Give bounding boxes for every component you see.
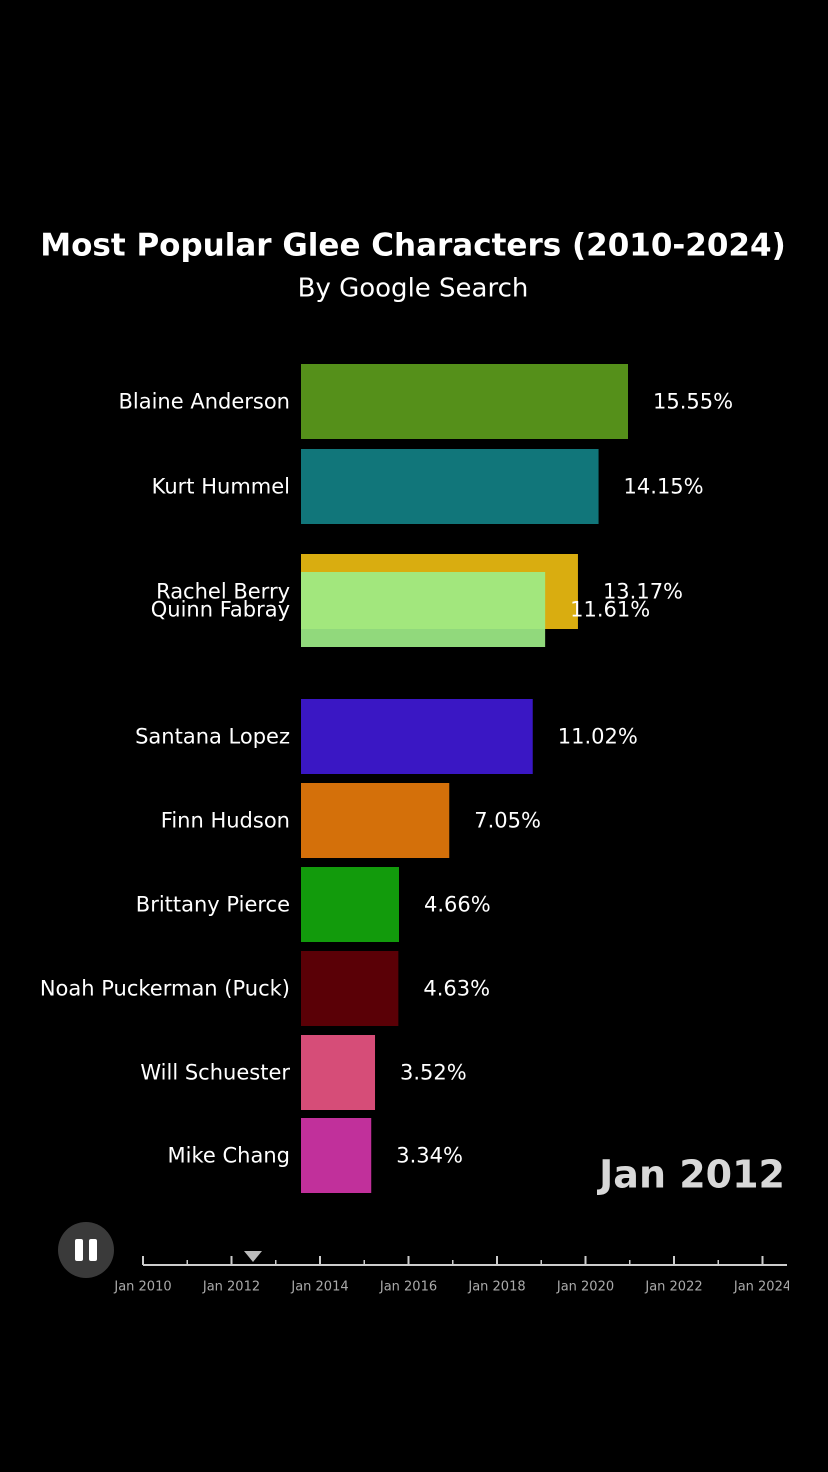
- category-label: Mike Chang: [168, 1144, 290, 1168]
- timeline-label: Jan 2012: [202, 1280, 260, 1295]
- bar: [301, 867, 399, 942]
- timeline-label: Jan 2024: [733, 1280, 791, 1295]
- bar: [301, 449, 599, 524]
- value-label: 14.15%: [624, 475, 704, 499]
- timeline-labels: Jan 2010 Jan 2012 Jan 2014 Jan 2016 Jan 2018…: [113, 1280, 791, 1295]
- bar: [301, 951, 399, 1026]
- bar: [301, 1035, 376, 1110]
- value-label: 3.52%: [400, 1061, 467, 1085]
- pause-bar[interactable]: [75, 1239, 83, 1261]
- timeline-marker[interactable]: [244, 1251, 262, 1262]
- value-label: 15.55%: [653, 390, 733, 414]
- bar: [301, 364, 628, 439]
- value-label: 13.17%: [603, 580, 683, 604]
- category-label: Noah Puckerman (Puck): [40, 977, 290, 1001]
- category-label: Kurt Hummel: [152, 475, 290, 499]
- bar: [301, 783, 450, 858]
- value-label: 4.63%: [423, 977, 490, 1001]
- timeline-label: Jan 2010: [113, 1280, 171, 1295]
- category-label: Will Schuester: [140, 1061, 290, 1085]
- timeline-label: Jan 2020: [556, 1280, 614, 1295]
- pause-button[interactable]: [58, 1222, 114, 1278]
- category-label: Blaine Anderson: [118, 390, 290, 414]
- timeline-label: Jan 2018: [467, 1280, 525, 1295]
- timeline-label: Jan 2014: [290, 1280, 348, 1295]
- current-date: Jan 2012: [596, 1153, 785, 1197]
- value-label: 4.66%: [424, 893, 491, 917]
- timeline-label: Jan 2016: [379, 1280, 437, 1295]
- category-label: Quinn Fabray: [151, 598, 290, 622]
- pause-bar[interactable]: [89, 1239, 97, 1261]
- chart-subtitle: By Google Search: [298, 274, 529, 304]
- category-label: Santana Lopez: [135, 725, 290, 749]
- category-label: Finn Hudson: [161, 809, 290, 833]
- bar: [301, 572, 546, 647]
- timeline-label: Jan 2022: [644, 1280, 702, 1295]
- value-label: 3.34%: [396, 1144, 463, 1168]
- value-label: 11.61%: [570, 598, 650, 622]
- bar: [301, 699, 533, 774]
- value-label: 7.05%: [474, 809, 541, 833]
- value-label: 11.02%: [558, 725, 638, 749]
- chart-title: Most Popular Glee Characters (2010-2024): [40, 228, 785, 264]
- pause-circle[interactable]: [58, 1222, 114, 1278]
- category-label: Brittany Pierce: [136, 893, 290, 917]
- category-label: Rachel Berry: [156, 580, 290, 604]
- bar: [301, 1118, 372, 1193]
